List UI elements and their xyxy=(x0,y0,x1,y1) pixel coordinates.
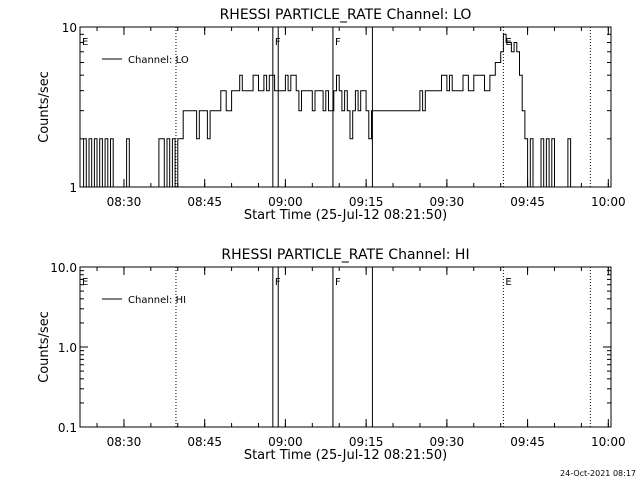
x-tick-label: 09:45 xyxy=(510,435,545,449)
x-tick-label: 09:15 xyxy=(349,435,384,449)
x-axis-label: Start Time (25-Jul-12 08:21:50) xyxy=(244,208,447,223)
x-tick-label: 09:00 xyxy=(268,195,303,209)
x-tick-label: 09:30 xyxy=(430,195,465,209)
chart-panel-hi: RHESSI PARTICLE_RATE Channel: HI 08:30 08:… xyxy=(37,247,626,463)
event-marker-label: E xyxy=(82,277,88,288)
y-axis-label: Counts/sec xyxy=(37,311,52,383)
event-marker-label: E xyxy=(505,277,511,288)
legend-label: Channel: LO xyxy=(128,55,189,66)
x-tick-label: 10:00 xyxy=(591,195,626,209)
chart-title: RHESSI PARTICLE_RATE Channel: LO xyxy=(220,7,472,23)
y-tick-label: 1 xyxy=(69,181,77,195)
x-tick-label: 08:45 xyxy=(187,195,222,209)
legend-label: Channel: HI xyxy=(128,295,186,306)
event-marker-label: F xyxy=(335,37,341,48)
event-marker-label: F xyxy=(335,277,341,288)
x-tick-label: 08:30 xyxy=(107,195,142,209)
series-line xyxy=(80,33,576,188)
x-tick-label: 08:30 xyxy=(107,435,142,449)
x-tick-label: 09:30 xyxy=(430,435,465,449)
plot-frame xyxy=(79,26,612,188)
x-axis-label: Start Time (25-Jul-12 08:21:50) xyxy=(244,448,447,463)
y-tick-label: 10.0 xyxy=(50,261,77,275)
x-tick-label: 09:00 xyxy=(268,435,303,449)
x-tick-label: 08:45 xyxy=(187,435,222,449)
chart-panel-lo: RHESSI PARTICLE_RATE Channel: LO 08:30 08:… xyxy=(37,7,626,223)
x-tick-label: 09:15 xyxy=(349,195,384,209)
footer-timestamp: 24-Oct-2021 08:17 xyxy=(560,469,636,478)
y-axis-label: Counts/sec xyxy=(37,71,52,143)
y-tick-label: 0.1 xyxy=(58,421,77,435)
x-tick-label: 10:00 xyxy=(591,435,626,449)
chart-title: RHESSI PARTICLE_RATE Channel: HI xyxy=(221,247,469,263)
event-marker-label: E xyxy=(82,37,88,48)
y-tick-label: 1.0 xyxy=(58,341,77,355)
y-tick-label: 10 xyxy=(62,21,77,35)
plot-frame xyxy=(79,266,612,428)
x-tick-label: 09:45 xyxy=(510,195,545,209)
